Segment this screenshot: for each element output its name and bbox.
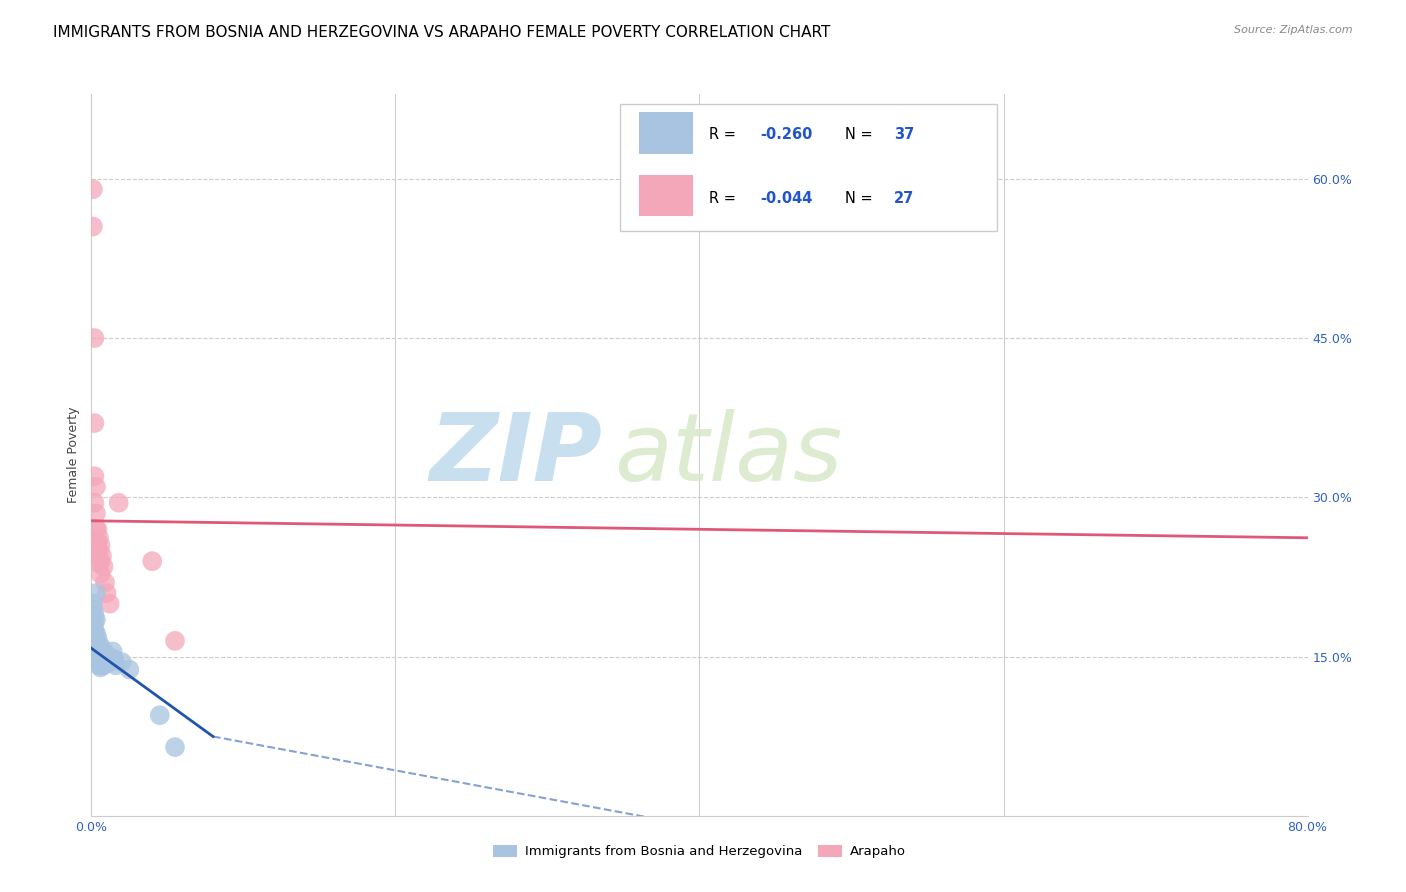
Point <box>87 658 110 673</box>
Text: 37: 37 <box>894 128 914 143</box>
Point <box>87 557 110 571</box>
Text: R =: R = <box>709 128 741 143</box>
Point <box>89 660 111 674</box>
Text: atlas: atlas <box>614 409 842 500</box>
Text: 27: 27 <box>894 191 914 206</box>
Point <box>96 648 118 662</box>
Text: ZIP: ZIP <box>429 409 602 501</box>
FancyBboxPatch shape <box>620 104 997 231</box>
Point <box>93 658 115 673</box>
Point <box>94 655 117 669</box>
Text: N =: N = <box>845 191 877 206</box>
Point <box>84 586 107 600</box>
Point <box>86 535 108 549</box>
Point <box>84 633 107 648</box>
Point <box>84 522 107 536</box>
FancyBboxPatch shape <box>638 112 693 153</box>
Legend: Immigrants from Bosnia and Herzegovina, Arapaho: Immigrants from Bosnia and Herzegovina, … <box>488 839 911 863</box>
Point <box>163 633 186 648</box>
Point <box>101 644 124 658</box>
Point <box>96 586 118 600</box>
Point <box>86 522 108 536</box>
Point <box>91 649 114 664</box>
Text: N =: N = <box>845 128 877 143</box>
Point <box>100 652 122 666</box>
Point <box>94 575 117 590</box>
Point <box>83 496 105 510</box>
Point <box>86 639 108 653</box>
Text: -0.260: -0.260 <box>761 128 813 143</box>
Point <box>87 543 110 558</box>
Point <box>83 607 105 622</box>
Point <box>91 641 114 656</box>
Point <box>84 626 107 640</box>
Point <box>111 655 134 669</box>
Point <box>83 331 105 345</box>
Y-axis label: Female Poverty: Female Poverty <box>66 407 80 503</box>
Point <box>98 655 121 669</box>
Point <box>86 631 108 645</box>
Point <box>91 658 114 673</box>
Point <box>83 624 105 638</box>
Text: IMMIGRANTS FROM BOSNIA AND HERZEGOVINA VS ARAPAHO FEMALE POVERTY CORRELATION CHA: IMMIGRANTS FROM BOSNIA AND HERZEGOVINA V… <box>53 25 831 40</box>
Point <box>84 507 107 521</box>
Point <box>89 538 111 552</box>
Point <box>84 480 107 494</box>
Text: Source: ZipAtlas.com: Source: ZipAtlas.com <box>1234 25 1353 35</box>
Point <box>87 652 110 666</box>
Point <box>87 637 110 651</box>
Point <box>84 535 107 549</box>
Point <box>89 554 111 568</box>
Point <box>149 708 172 723</box>
Text: -0.044: -0.044 <box>761 191 813 206</box>
Point <box>98 597 121 611</box>
Point <box>86 546 108 560</box>
Point <box>82 597 104 611</box>
Point <box>83 416 105 430</box>
Point <box>89 566 111 581</box>
Point <box>97 652 120 666</box>
Point <box>107 496 129 510</box>
Point <box>83 615 105 630</box>
Point <box>89 652 111 666</box>
Point <box>82 602 104 616</box>
Point <box>86 652 108 666</box>
Point <box>89 644 111 658</box>
Point <box>118 663 141 677</box>
Point <box>93 559 115 574</box>
Point <box>82 182 104 196</box>
Point <box>141 554 163 568</box>
Point <box>93 652 115 666</box>
FancyBboxPatch shape <box>638 175 693 217</box>
Point <box>86 644 108 658</box>
Point <box>103 652 125 666</box>
Point <box>87 644 110 658</box>
Point <box>87 531 110 545</box>
Text: R =: R = <box>709 191 741 206</box>
Point <box>83 469 105 483</box>
Point <box>91 549 114 563</box>
Point <box>84 613 107 627</box>
Point <box>104 658 127 673</box>
Point <box>163 740 186 755</box>
Point <box>82 219 104 234</box>
